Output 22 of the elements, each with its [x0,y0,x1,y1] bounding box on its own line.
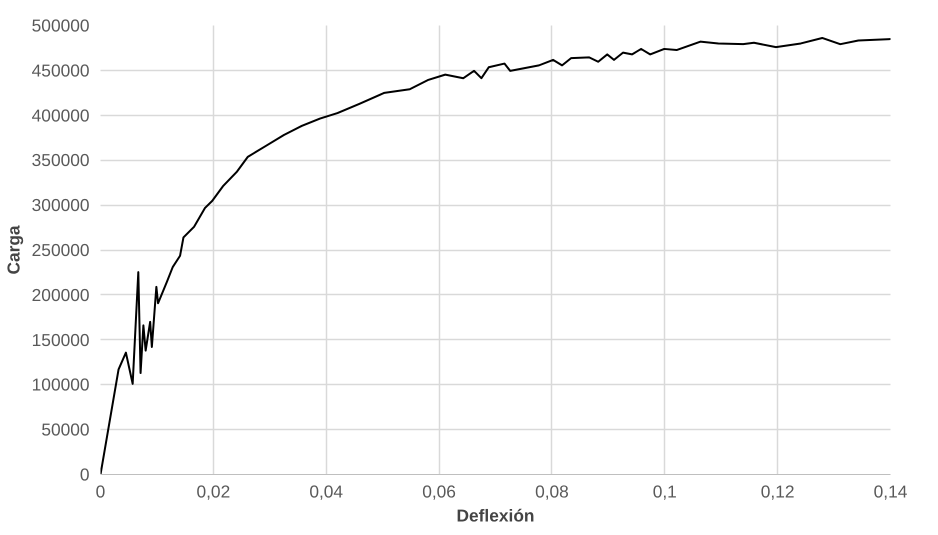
y-tick-label: 400000 [32,105,90,126]
y-tick-label: 500000 [32,16,90,36]
x-tick-label: 0 [96,482,106,502]
x-tick-label: 0,06 [422,482,456,502]
y-tick-label: 150000 [32,330,90,350]
y-tick-label: 300000 [32,195,90,216]
y-tick-label: 200000 [32,284,90,305]
x-tick-label: 0,1 [652,482,677,502]
y-tick-label: 0 [80,464,90,484]
x-tick-label: 0,02 [196,482,230,502]
y-tick-label: 350000 [32,150,90,170]
y-tick-label: 100000 [32,374,90,395]
y-axis-title: Carga [4,225,24,275]
y-tick-label: 450000 [32,60,90,80]
x-axis-title: Deflexión [456,506,535,526]
x-tick-label: 0,14 [874,482,908,502]
y-tick-label: 50000 [41,420,90,440]
x-tick-label: 0,08 [535,482,569,502]
x-tick-label: 0,04 [309,482,344,502]
x-tick-label: 0,12 [760,482,795,502]
line-series [100,36,890,474]
y-tick-label: 250000 [32,240,90,260]
